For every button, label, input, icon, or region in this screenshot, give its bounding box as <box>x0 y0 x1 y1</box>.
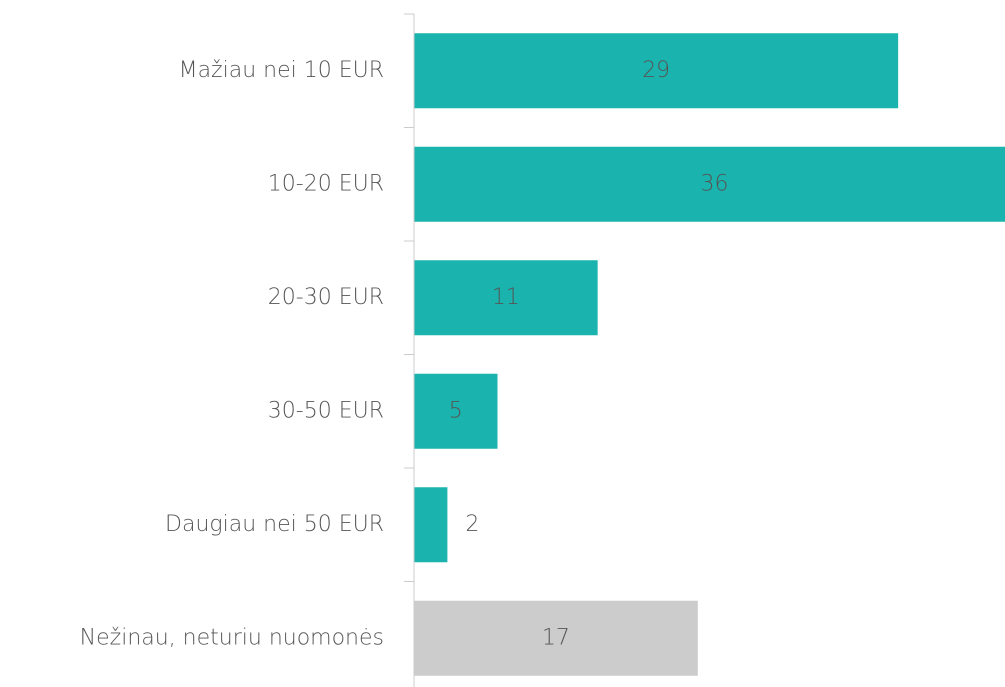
bar <box>414 487 448 563</box>
y-tick-label: 20-30 EUR <box>268 285 384 310</box>
value-label: 17 <box>542 625 570 650</box>
bar <box>414 600 698 676</box>
value-label: 11 <box>492 285 520 310</box>
bar <box>414 146 1005 222</box>
bar <box>414 33 899 109</box>
y-tick-label: Mažiau nei 10 EUR <box>179 58 384 83</box>
y-tick-label: 10-20 EUR <box>268 171 384 196</box>
value-label: 29 <box>642 58 670 83</box>
value-label: 36 <box>701 171 729 196</box>
y-tick-label: Daugiau nei 50 EUR <box>165 512 384 537</box>
y-tick-label: 30-50 EUR <box>268 398 384 423</box>
bar <box>414 260 598 336</box>
value-label: 5 <box>449 398 463 423</box>
value-label: 2 <box>465 512 479 537</box>
bar <box>414 373 498 449</box>
y-tick-label: Nežinau, neturiu nuomonės <box>80 625 384 650</box>
